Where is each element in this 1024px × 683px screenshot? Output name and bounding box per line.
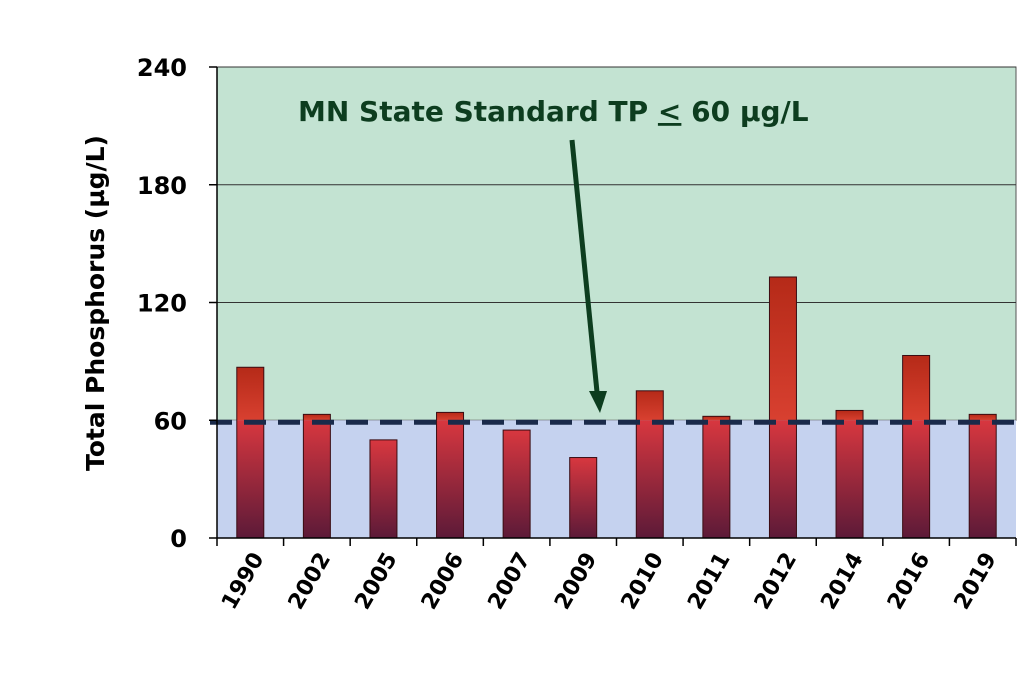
bar-segment-below (636, 420, 664, 538)
bar-2002 (302, 413, 331, 539)
x-tick-label: 2007 (484, 549, 536, 615)
bar-segment-above (303, 414, 331, 421)
bar-2007 (502, 429, 531, 539)
arrow-icon (569, 139, 607, 413)
gridlines (217, 66, 1016, 303)
y-axis-label: Total Phosphorus (µg/L) (81, 135, 110, 471)
x-tick-label: 2012 (750, 549, 802, 615)
x-tick-label: 2014 (816, 549, 868, 615)
bar-2012 (768, 276, 797, 539)
bar-segment-below (236, 420, 264, 538)
y-tick-label: 180 (137, 172, 187, 200)
x-tick-label: 2002 (284, 549, 336, 615)
bar-2009 (569, 457, 598, 539)
bar-2010 (635, 390, 664, 539)
bar-segment-below (369, 439, 397, 538)
bar-segment-below (303, 420, 331, 538)
y-tick-label: 240 (137, 54, 187, 82)
bar-segment-below (836, 420, 864, 538)
above-standard-band (216, 66, 1017, 421)
standard-annotation: MN State Standard TP < 60 µg/L (298, 95, 809, 128)
x-tick-labels: 1990 2002 2005 2006 2007 2009 2010 2011 2012 2014… (216, 538, 1017, 615)
y-tick-label: 120 (137, 290, 187, 318)
bar-2005 (369, 439, 398, 539)
x-tick-label: 2005 (350, 549, 402, 615)
y-tick-label: 0 (170, 525, 187, 553)
bar-segment-above (836, 410, 864, 421)
x-tick-label: 2019 (950, 549, 1002, 615)
annotation-symbol: < (658, 95, 681, 128)
bar-2006 (436, 411, 465, 539)
annotation-text-main: MN State Standard TP (298, 95, 658, 128)
bar-1990 (236, 366, 265, 539)
bars (236, 276, 997, 539)
bar-segment-above (769, 276, 797, 421)
bar-segment-below (503, 430, 531, 538)
bar-segment-below (702, 420, 730, 538)
x-tick-label: 2016 (883, 549, 935, 615)
x-tick-label: 1990 (217, 549, 269, 615)
bar-segment-above (436, 412, 464, 421)
annotation-text-tail: 60 µg/L (681, 95, 808, 128)
bar-2014 (835, 409, 864, 539)
bar-2011 (702, 415, 731, 539)
bar-segment-below (436, 420, 464, 538)
bar-segment-below (902, 420, 930, 538)
y-tick-label: 60 (154, 407, 187, 435)
bar-segment-below (769, 420, 797, 538)
bar-segment-above (902, 355, 930, 421)
bar-segment-above (236, 367, 264, 421)
x-tick-label: 2009 (550, 549, 602, 615)
y-tick-labels: 0 60 120 180 240 (137, 54, 217, 553)
bar-segment-above (969, 414, 997, 421)
x-tick-label: 2006 (417, 549, 469, 615)
x-tick-label: 2011 (683, 549, 735, 615)
bar-segment-below (569, 457, 597, 538)
bar-2016 (902, 354, 931, 539)
bar-segment-below (969, 420, 997, 538)
x-tick-label: 2010 (617, 549, 669, 615)
below-standard-band (217, 420, 1016, 538)
bar-segment-above (702, 416, 730, 421)
bar-segment-above (636, 390, 664, 421)
bar-2019 (968, 413, 997, 539)
